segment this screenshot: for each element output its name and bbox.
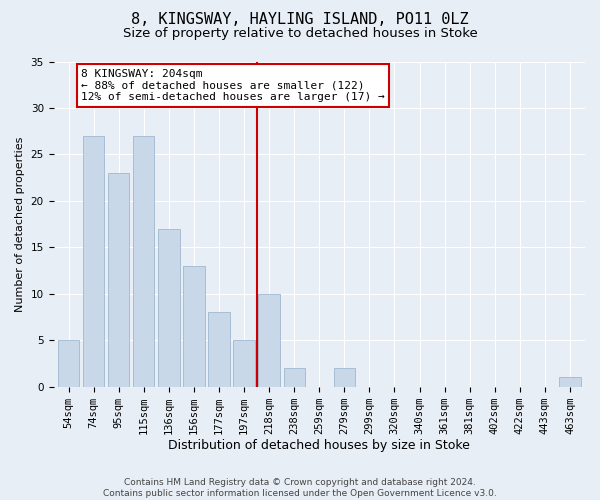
Bar xyxy=(559,378,581,386)
Text: 8, KINGSWAY, HAYLING ISLAND, PO11 0LZ: 8, KINGSWAY, HAYLING ISLAND, PO11 0LZ xyxy=(131,12,469,28)
Bar xyxy=(259,294,280,386)
Bar xyxy=(208,312,230,386)
Bar xyxy=(58,340,79,386)
Bar xyxy=(334,368,355,386)
Bar xyxy=(108,173,130,386)
Bar xyxy=(233,340,255,386)
Y-axis label: Number of detached properties: Number of detached properties xyxy=(15,136,25,312)
Bar xyxy=(284,368,305,386)
Bar xyxy=(158,229,179,386)
Bar xyxy=(83,136,104,386)
Text: Size of property relative to detached houses in Stoke: Size of property relative to detached ho… xyxy=(122,28,478,40)
Bar xyxy=(183,266,205,386)
Bar xyxy=(133,136,154,386)
Text: 8 KINGSWAY: 204sqm
← 88% of detached houses are smaller (122)
12% of semi-detach: 8 KINGSWAY: 204sqm ← 88% of detached hou… xyxy=(81,69,385,102)
X-axis label: Distribution of detached houses by size in Stoke: Distribution of detached houses by size … xyxy=(169,440,470,452)
Text: Contains HM Land Registry data © Crown copyright and database right 2024.
Contai: Contains HM Land Registry data © Crown c… xyxy=(103,478,497,498)
